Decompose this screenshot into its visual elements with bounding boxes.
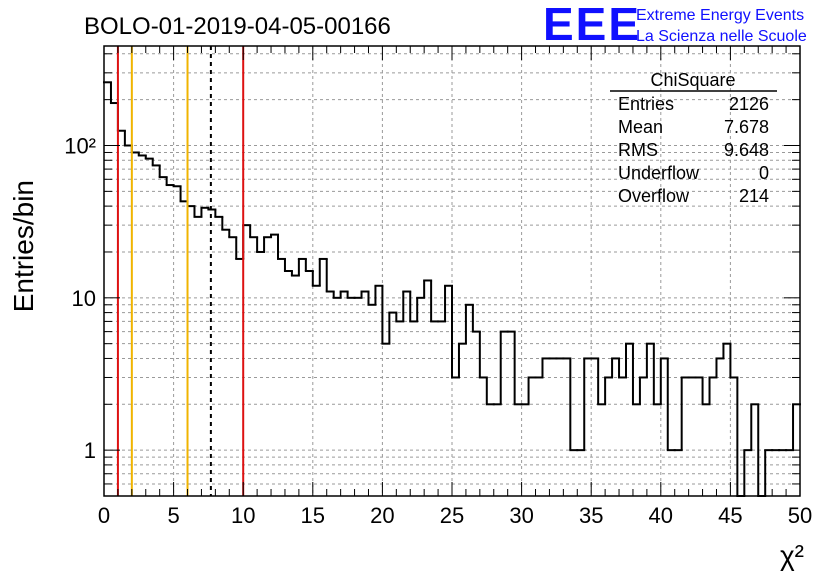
- stats-title: ChiSquare: [650, 70, 735, 90]
- y-axis-title: Entries/bin: [8, 180, 39, 312]
- stats-value-entries: 2126: [729, 94, 769, 114]
- x-tick-label: 50: [788, 503, 812, 528]
- stats-label-overflow: Overflow: [618, 186, 690, 206]
- stats-label-rms: RMS: [618, 140, 658, 160]
- stats-value-rms: 9.648: [724, 140, 769, 160]
- y-tick-label: 10: [72, 286, 96, 311]
- x-tick-label: 30: [509, 503, 533, 528]
- stats-value-mean: 7.678: [724, 117, 769, 137]
- y-tick-label: 1: [84, 438, 96, 463]
- stats-box: ChiSquare Entries 2126 Mean 7.678 RMS 9.…: [610, 70, 777, 206]
- logo-line-1: Extreme Energy Events: [636, 7, 804, 24]
- x-tick-label: 40: [649, 503, 673, 528]
- stats-value-overflow: 214: [739, 186, 769, 206]
- x-tick-label: 15: [301, 503, 325, 528]
- x-tick-label: 35: [579, 503, 603, 528]
- axes: 0 5 10 15 20 25 30 35 40 45 50 1 10 10²: [64, 45, 812, 528]
- x-tick-label: 5: [167, 503, 179, 528]
- logo-letters: EEE: [543, 0, 641, 50]
- x-tick-label: 45: [718, 503, 742, 528]
- stats-label-underflow: Underflow: [618, 163, 700, 183]
- stats-value-underflow: 0: [759, 163, 769, 183]
- x-axis-title: χ²: [780, 540, 804, 571]
- stats-label-mean: Mean: [618, 117, 663, 137]
- plot-title: BOLO-01-2019-04-05-00166: [84, 13, 391, 40]
- x-tick-label: 20: [370, 503, 394, 528]
- x-tick-label: 25: [440, 503, 464, 528]
- stats-label-entries: Entries: [618, 94, 674, 114]
- reference-lines: [116, 46, 245, 496]
- eee-logo: EEE Extreme Energy Events La Scienza nel…: [543, 0, 807, 50]
- logo-line-2: La Scienza nelle Scuole: [636, 28, 807, 45]
- y-tick-label: 10²: [64, 133, 96, 158]
- x-tick-label: 10: [231, 503, 255, 528]
- x-tick-label: 0: [98, 503, 110, 528]
